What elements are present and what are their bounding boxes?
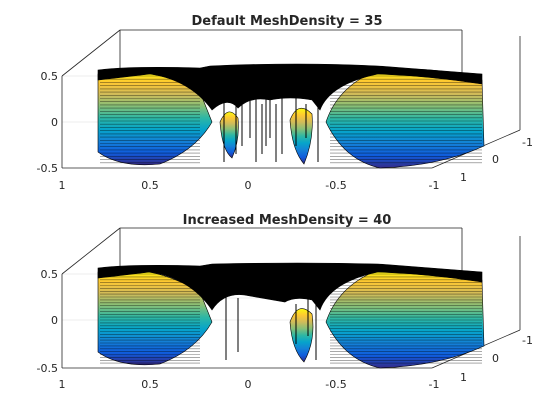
z-ticks: 0.5 0 -0.5 <box>37 268 58 375</box>
axis-line <box>61 29 121 77</box>
tick-label: 0.5 <box>141 378 159 391</box>
surface-mesh-lines <box>100 75 482 164</box>
tick-label: -1 <box>522 334 533 347</box>
tick-label: 1 <box>59 378 66 391</box>
plot-title: Default MeshDensity = 35 <box>191 14 382 29</box>
y-ticks: -1 0 1 <box>460 334 533 384</box>
surface-right-lobe <box>325 268 485 369</box>
tick-label: 0 <box>245 378 252 391</box>
tick-label: -1 <box>429 179 440 192</box>
tick-label: -1 <box>429 378 440 391</box>
surface-mid-right <box>289 107 313 165</box>
subplot-bottom: Increased MeshDensity = 40 0.5 <box>37 213 533 391</box>
surface <box>97 63 485 169</box>
tick-label: 0.5 <box>41 70 59 83</box>
tick-label: 1 <box>460 171 467 184</box>
axis-line <box>61 227 121 275</box>
tick-label: 0 <box>245 179 252 192</box>
surface-mesh-lines <box>100 273 482 364</box>
tick-label: -1 <box>522 136 533 149</box>
tick-label: -0.5 <box>37 162 58 175</box>
surface-spikes <box>225 292 317 360</box>
tick-label: 1 <box>59 179 66 192</box>
tick-label: -0.5 <box>37 362 58 375</box>
x-ticks: 1 0.5 0 -0.5 -1 <box>59 378 440 391</box>
surface-mid-left <box>289 308 314 363</box>
tick-label: 0 <box>51 116 58 129</box>
tick-label: 0.5 <box>141 179 159 192</box>
plot-title: Increased MeshDensity = 40 <box>183 213 392 228</box>
surface-top-band <box>97 262 483 311</box>
tick-label: -0.5 <box>325 378 346 391</box>
tick-label: 0 <box>492 352 499 365</box>
z-ticks: 0.5 0 -0.5 <box>37 70 58 175</box>
tick-label: 0 <box>51 314 58 327</box>
surface <box>97 262 485 369</box>
surface-spikes <box>223 92 319 162</box>
y-ticks: -1 0 1 <box>460 136 533 184</box>
surface-top-band <box>97 63 483 111</box>
tick-label: 1 <box>460 371 467 384</box>
tick-label: -0.5 <box>325 179 346 192</box>
subplot-top: Default MeshDensity = 35 0 <box>37 14 533 192</box>
tick-label: 0 <box>492 153 499 166</box>
x-ticks: 1 0.5 0 -0.5 -1 <box>59 179 440 192</box>
tick-label: 0.5 <box>41 268 59 281</box>
